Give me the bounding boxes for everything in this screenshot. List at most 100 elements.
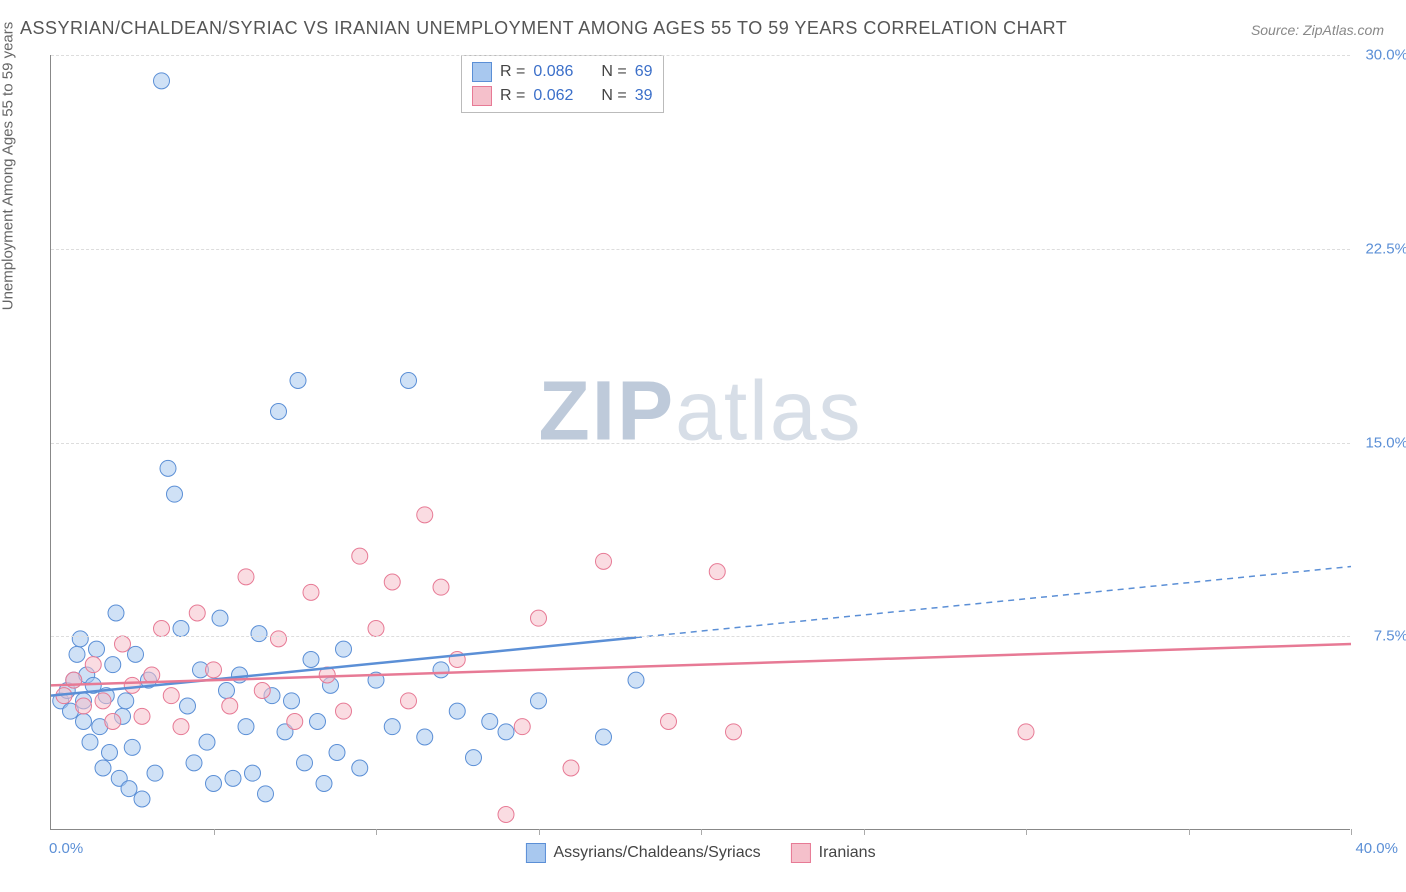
data-point <box>254 683 270 699</box>
data-point <box>124 739 140 755</box>
legend-label-2: Iranians <box>819 844 876 862</box>
data-point <box>498 807 514 823</box>
data-point <box>596 729 612 745</box>
data-point <box>69 646 85 662</box>
data-point <box>726 724 742 740</box>
data-point <box>124 677 140 693</box>
data-point <box>336 641 352 657</box>
stats-legend-box: R = 0.086 N = 69 R = 0.062 N = 39 <box>461 55 664 113</box>
data-point <box>709 564 725 580</box>
data-point <box>245 765 261 781</box>
x-origin-label: 0.0% <box>49 840 83 857</box>
data-point <box>82 734 98 750</box>
data-point <box>76 698 92 714</box>
data-point <box>206 776 222 792</box>
data-point <box>563 760 579 776</box>
n-label-1: N = <box>601 63 626 81</box>
data-point <box>173 719 189 735</box>
data-point <box>310 714 326 730</box>
data-point <box>167 486 183 502</box>
x-tick <box>1189 829 1190 835</box>
data-point <box>514 719 530 735</box>
source-label: Source: ZipAtlas.com <box>1251 22 1384 38</box>
x-tick <box>214 829 215 835</box>
data-point <box>222 698 238 714</box>
data-point <box>189 605 205 621</box>
data-point <box>329 745 345 761</box>
data-point <box>258 786 274 802</box>
y-tick-label: 7.5% <box>1374 628 1406 645</box>
x-tick <box>376 829 377 835</box>
data-point <box>352 548 368 564</box>
data-point <box>72 631 88 647</box>
trend-line-dashed <box>636 567 1351 638</box>
data-point <box>238 569 254 585</box>
gridline-h <box>51 55 1350 56</box>
data-point <box>89 641 105 657</box>
data-point <box>384 574 400 590</box>
gridline-h <box>51 443 1350 444</box>
data-point <box>180 698 196 714</box>
legend-item-series1: Assyrians/Chaldeans/Syriacs <box>525 843 760 863</box>
legend-swatch-2 <box>791 843 811 863</box>
x-tick <box>1026 829 1027 835</box>
data-point <box>1018 724 1034 740</box>
data-point <box>128 646 144 662</box>
data-point <box>238 719 254 735</box>
data-point <box>147 765 163 781</box>
y-tick-label: 15.0% <box>1365 434 1406 451</box>
r-label-2: R = <box>500 87 525 105</box>
data-point <box>85 657 101 673</box>
data-point <box>284 693 300 709</box>
data-point <box>352 760 368 776</box>
data-point <box>384 719 400 735</box>
data-point <box>105 714 121 730</box>
data-point <box>596 553 612 569</box>
chart-title: ASSYRIAN/CHALDEAN/SYRIAC VS IRANIAN UNEM… <box>20 18 1067 39</box>
y-tick-label: 22.5% <box>1365 240 1406 257</box>
data-point <box>449 703 465 719</box>
data-point <box>115 636 131 652</box>
data-point <box>498 724 514 740</box>
data-point <box>433 579 449 595</box>
x-tick <box>701 829 702 835</box>
data-point <box>160 460 176 476</box>
data-point <box>661 714 677 730</box>
data-point <box>108 605 124 621</box>
n-value-2: 39 <box>635 87 653 105</box>
data-point <box>531 693 547 709</box>
data-point <box>154 73 170 89</box>
data-point <box>212 610 228 626</box>
x-tick <box>1351 829 1352 835</box>
x-max-label: 40.0% <box>1355 840 1398 857</box>
data-point <box>417 729 433 745</box>
data-point <box>303 652 319 668</box>
plot-area: ZIPatlas R = 0.086 N = 69 R = 0.062 N = … <box>50 55 1350 830</box>
data-point <box>290 373 306 389</box>
data-point <box>102 745 118 761</box>
stats-row-series1: R = 0.086 N = 69 <box>472 60 653 84</box>
data-point <box>271 631 287 647</box>
data-point <box>316 776 332 792</box>
data-point <box>251 626 267 642</box>
trend-line <box>51 644 1351 685</box>
gridline-h <box>51 636 1350 637</box>
data-point <box>105 657 121 673</box>
r-value-1: 0.086 <box>533 63 573 81</box>
data-point <box>121 781 137 797</box>
data-point <box>134 791 150 807</box>
gridline-h <box>51 249 1350 250</box>
data-point <box>134 708 150 724</box>
y-tick-label: 30.0% <box>1365 47 1406 64</box>
data-point <box>417 507 433 523</box>
n-label-2: N = <box>601 87 626 105</box>
y-axis-label: Unemployment Among Ages 55 to 59 years <box>0 22 17 311</box>
data-point <box>173 621 189 637</box>
data-point <box>368 621 384 637</box>
legend-item-series2: Iranians <box>791 843 876 863</box>
data-point <box>303 584 319 600</box>
x-tick <box>539 829 540 835</box>
r-value-2: 0.062 <box>533 87 573 105</box>
data-point <box>433 662 449 678</box>
data-point <box>199 734 215 750</box>
